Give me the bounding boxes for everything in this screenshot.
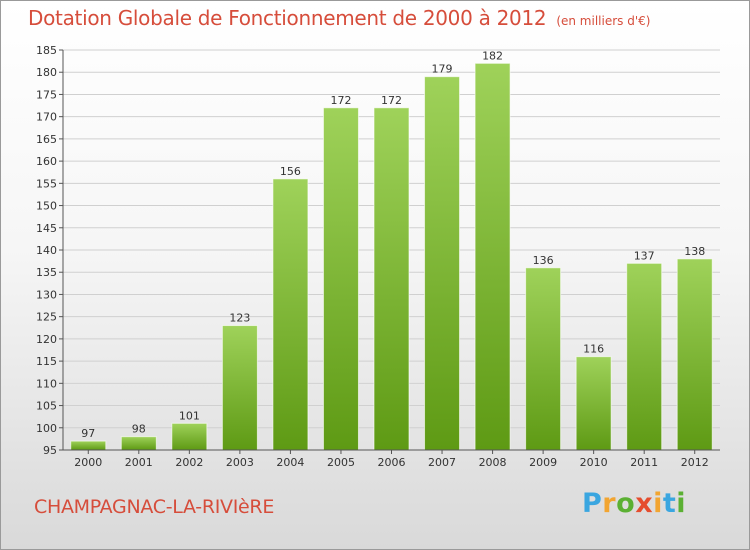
y-tick-label: 175 — [36, 88, 57, 101]
bar-2008 — [474, 62, 511, 451]
x-tick-label: 2001 — [125, 456, 153, 469]
place-name: CHAMPAGNAC-LA-RIVIèRE — [34, 496, 275, 518]
y-tick-label: 185 — [36, 44, 57, 57]
bar-2007 — [424, 76, 461, 451]
x-axis: 2000 2001 2002 2003 2004 2005 2006 2007 2008 2009… — [63, 449, 720, 469]
proxiti-logo: Proxiti — [582, 488, 686, 519]
data-label-2002: 101 — [179, 409, 200, 422]
bars — [70, 62, 713, 451]
logo-letter: i — [676, 488, 687, 519]
logo-letter: r — [602, 488, 617, 519]
data-label-2008: 182 — [482, 49, 503, 62]
x-tick-label: 2007 — [428, 456, 456, 469]
bar-2004 — [272, 178, 309, 451]
data-label-2010: 116 — [583, 343, 604, 356]
bar-2001 — [120, 436, 157, 451]
y-tick-label: 165 — [36, 133, 57, 146]
chart-title-text: Dotation Globale de Fonctionnement de 20… — [28, 6, 547, 30]
data-label-2005: 172 — [330, 94, 351, 107]
y-tick-label: 150 — [36, 200, 57, 213]
logo-letter: o — [616, 488, 636, 519]
chart-title: Dotation Globale de Fonctionnement de 20… — [28, 6, 650, 30]
data-label-2004: 156 — [280, 165, 301, 178]
y-tick-label: 135 — [36, 266, 57, 279]
bar-2006 — [373, 107, 410, 451]
x-tick-label: 2011 — [630, 456, 658, 469]
x-tick-label: 2002 — [175, 456, 203, 469]
y-tick-label: 155 — [36, 177, 57, 190]
data-label-2011: 137 — [634, 249, 655, 262]
y-tick-label: 130 — [36, 288, 57, 301]
y-axis: 95 100 105 110 115 120 125 130 135 140 145 150 155 16… — [36, 44, 64, 457]
x-tick-label: 2010 — [580, 456, 608, 469]
logo-letter: P — [582, 488, 603, 519]
y-tick-label: 145 — [36, 222, 57, 235]
x-tick-label: 2003 — [226, 456, 254, 469]
data-label-2009: 136 — [533, 254, 554, 267]
data-label-2001: 98 — [132, 423, 146, 436]
bar-2012 — [676, 258, 713, 451]
x-tick-label: 2005 — [327, 456, 355, 469]
y-tick-label: 180 — [36, 66, 57, 79]
bar-2003 — [221, 325, 258, 451]
chart-unit-note: (en milliers d'€) — [556, 14, 651, 28]
x-tick-label: 2004 — [276, 456, 304, 469]
x-tick-label: 2006 — [378, 456, 406, 469]
y-tick-label: 110 — [36, 377, 57, 390]
x-tick-label: 2008 — [479, 456, 507, 469]
bar-2010 — [575, 356, 612, 451]
x-tick-label: 2000 — [74, 456, 102, 469]
bar-2011 — [626, 262, 663, 451]
y-tick-label: 95 — [43, 444, 57, 457]
y-tick-label: 115 — [36, 355, 57, 368]
y-tick-label: 105 — [36, 400, 57, 413]
data-labels: 97 98 101 123 156 172 172 179 182 136 116 137 138 — [81, 49, 705, 440]
bar-2009 — [525, 267, 562, 451]
y-tick-label: 160 — [36, 155, 57, 168]
data-label-2006: 172 — [381, 94, 402, 107]
x-tick-label: 2009 — [529, 456, 557, 469]
x-tick-label: 2012 — [681, 456, 709, 469]
logo-letter: i — [653, 488, 663, 519]
logo-letter: t — [662, 488, 677, 519]
data-label-2000: 97 — [81, 427, 95, 440]
y-tick-label: 120 — [36, 333, 57, 346]
bar-2005 — [322, 107, 359, 451]
data-label-2003: 123 — [229, 312, 250, 325]
logo-letter: x — [635, 488, 654, 519]
y-tick-label: 140 — [36, 244, 57, 257]
y-tick-label: 100 — [36, 422, 57, 435]
bar-2000 — [70, 440, 107, 451]
y-tick-label: 125 — [36, 311, 57, 324]
y-tick-label: 170 — [36, 111, 57, 124]
bar-2002 — [171, 422, 208, 451]
data-label-2012: 138 — [684, 245, 705, 258]
data-label-2007: 179 — [432, 63, 453, 76]
